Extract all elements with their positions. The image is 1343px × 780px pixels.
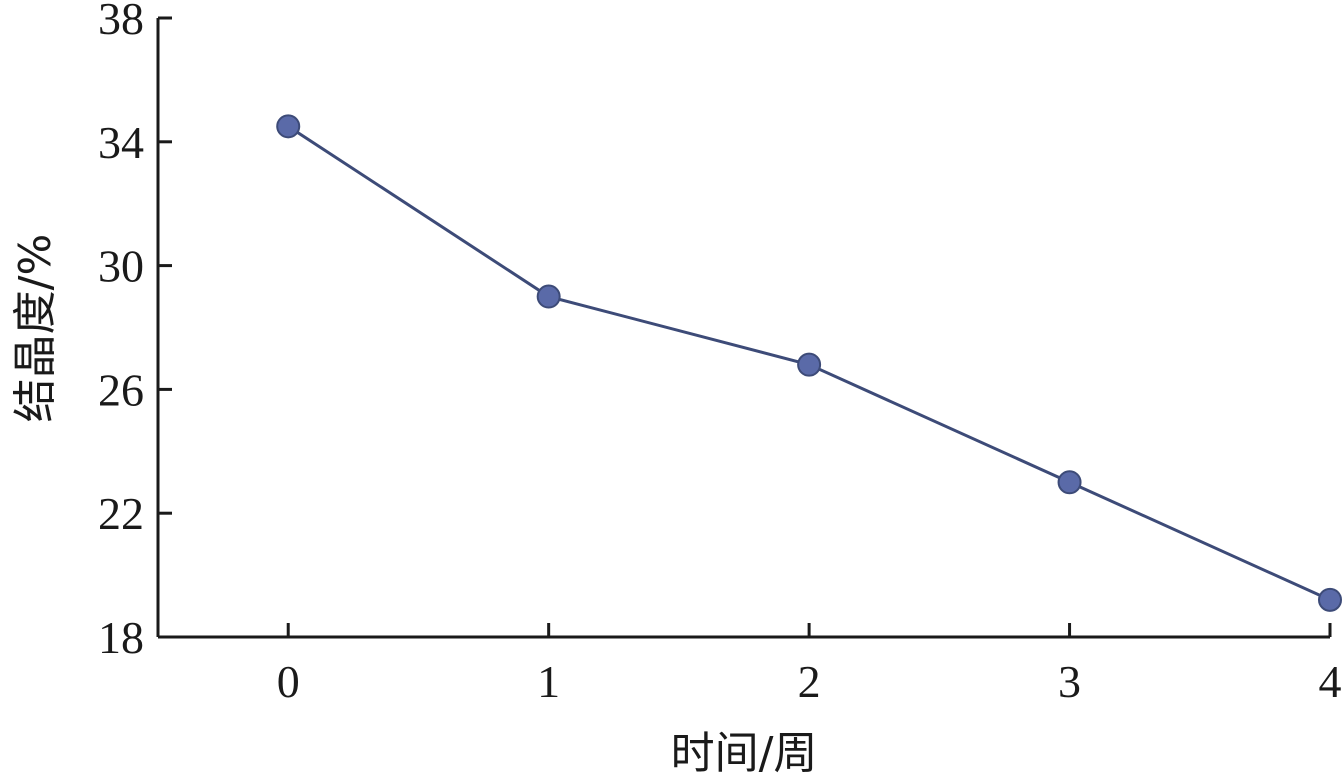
y-tick-label: 38 (98, 0, 144, 44)
y-tick-label: 18 (98, 612, 144, 663)
y-axis-ticks: 18 22 26 30 34 38 (98, 0, 172, 663)
y-axis-title: 结晶度/% (10, 234, 61, 423)
data-point (1318, 587, 1342, 612)
x-tick-label: 3 (1058, 656, 1081, 707)
x-axis-ticks: 0 1 2 3 4 (277, 623, 1342, 707)
x-tick-label: 1 (537, 656, 560, 707)
data-point (797, 352, 822, 377)
data-point (1057, 470, 1082, 495)
y-tick-label: 30 (98, 241, 144, 292)
x-tick-label: 2 (798, 656, 821, 707)
y-tick-label: 22 (98, 488, 144, 539)
series-group (276, 114, 1342, 612)
y-tick-label: 26 (98, 364, 144, 415)
x-tick-label: 0 (277, 656, 300, 707)
x-axis-title: 时间/周 (671, 728, 818, 779)
x-tick-label: 4 (1319, 656, 1342, 707)
data-point (536, 284, 561, 309)
data-point (276, 114, 301, 139)
y-tick-label: 34 (98, 117, 144, 168)
